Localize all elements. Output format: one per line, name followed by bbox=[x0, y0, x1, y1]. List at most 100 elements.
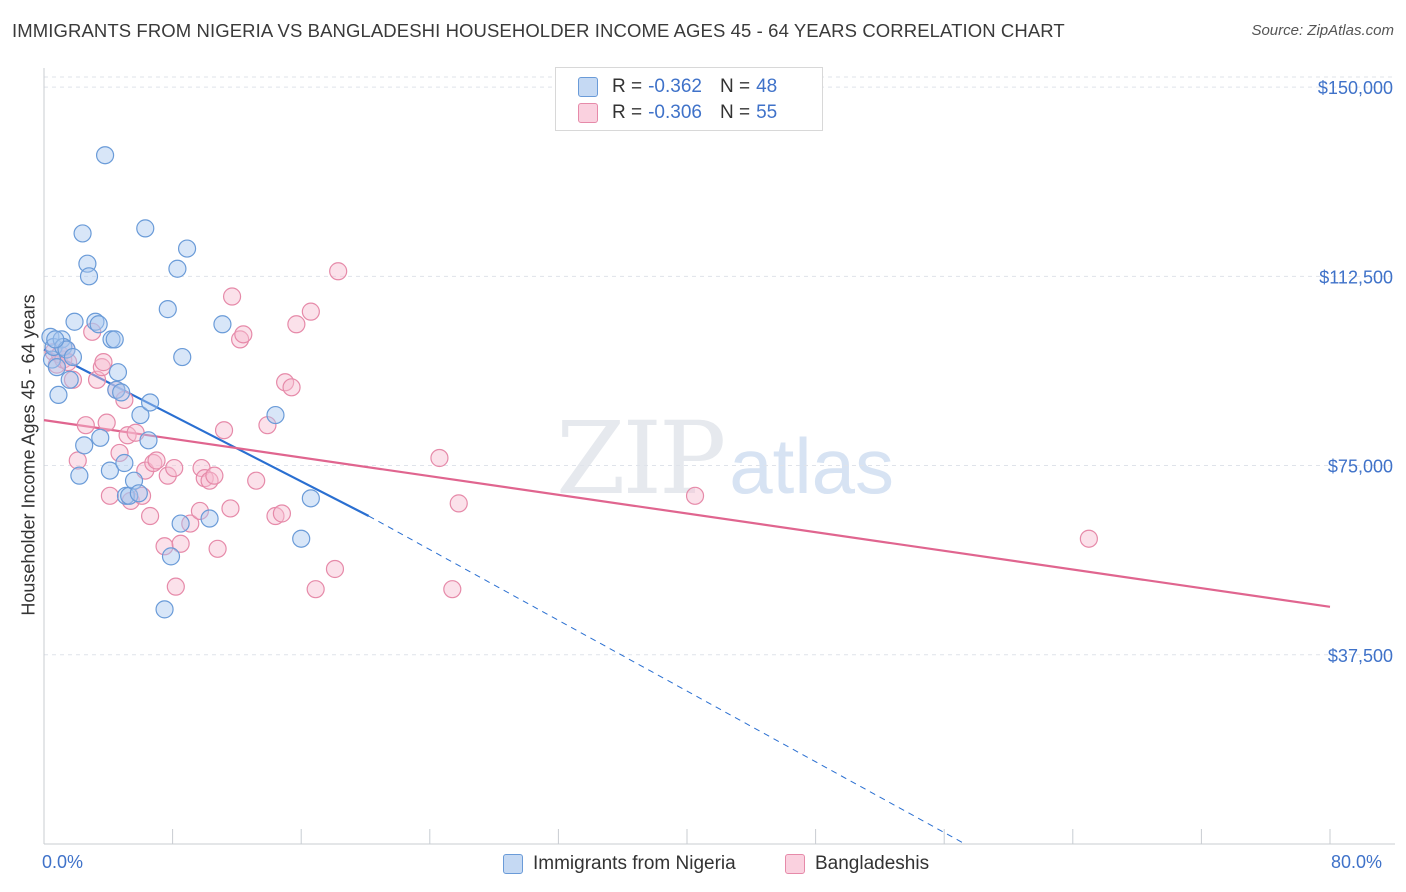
point-bangladesh bbox=[83, 322, 102, 341]
point-bangladesh bbox=[147, 451, 166, 470]
point-bangladesh bbox=[247, 471, 266, 490]
point-bangladesh bbox=[306, 580, 325, 599]
grid-lines bbox=[44, 76, 1395, 656]
point-nigeria bbox=[95, 146, 115, 165]
point-nigeria bbox=[75, 436, 94, 455]
point-nigeria bbox=[65, 312, 84, 331]
point-nigeria bbox=[173, 347, 192, 367]
point-nigeria bbox=[140, 393, 160, 412]
point-bangladesh bbox=[97, 413, 116, 432]
stats-legend: R = -0.362 N = 48 R = -0.306 N = 55 bbox=[555, 67, 823, 131]
point-bangladesh bbox=[166, 577, 185, 596]
axes bbox=[43, 68, 1395, 845]
point-nigeria bbox=[73, 224, 92, 243]
point-nigeria bbox=[292, 529, 311, 548]
stats-row-bangladesh: R = -0.306 N = 55 bbox=[578, 101, 777, 125]
y-tick-label: $37,500 bbox=[1328, 646, 1393, 666]
point-bangladesh bbox=[205, 466, 224, 485]
r-label: R = bbox=[612, 76, 643, 97]
x-tick-label-min: 0.0% bbox=[42, 852, 84, 872]
point-bangladesh bbox=[144, 453, 163, 473]
point-nigeria bbox=[105, 330, 124, 349]
point-bangladesh bbox=[68, 451, 87, 470]
y-tick-label: $150,000 bbox=[1318, 78, 1393, 98]
point-nigeria bbox=[168, 259, 187, 278]
point-bangladesh bbox=[449, 494, 468, 513]
legend-swatch-bangladesh bbox=[785, 854, 805, 874]
point-bangladesh bbox=[287, 315, 306, 334]
point-bangladesh bbox=[165, 458, 184, 478]
point-nigeria bbox=[266, 405, 285, 425]
y-tick-labels: $37,500 $75,000 $112,500 $150,000 bbox=[1318, 78, 1393, 666]
point-nigeria bbox=[100, 461, 120, 480]
point-nigeria bbox=[41, 327, 60, 346]
point-nigeria bbox=[52, 330, 71, 349]
point-nigeria bbox=[131, 405, 150, 425]
point-bangladesh bbox=[234, 325, 253, 344]
point-bangladesh bbox=[140, 506, 160, 526]
point-nigeria bbox=[136, 219, 155, 238]
y-axis-label: Householder Income Ages 45 - 64 years bbox=[18, 294, 39, 616]
point-nigeria bbox=[107, 380, 126, 399]
swatch-nigeria bbox=[578, 77, 598, 97]
point-bangladesh bbox=[325, 559, 345, 579]
point-bangladesh bbox=[110, 443, 129, 463]
point-nigeria bbox=[112, 383, 131, 402]
y-tick-label: $75,000 bbox=[1328, 457, 1393, 477]
point-nigeria bbox=[60, 370, 79, 389]
point-nigeria bbox=[70, 466, 89, 485]
point-bangladesh bbox=[272, 504, 292, 523]
point-bangladesh bbox=[430, 448, 449, 468]
point-nigeria bbox=[46, 330, 65, 349]
point-bangladesh bbox=[214, 421, 234, 440]
n-label: N = bbox=[719, 102, 751, 123]
point-bangladesh bbox=[94, 353, 113, 372]
point-nigeria bbox=[89, 315, 108, 334]
point-bangladesh bbox=[221, 499, 240, 518]
point-nigeria bbox=[200, 509, 219, 528]
point-nigeria bbox=[57, 340, 76, 359]
point-nigeria bbox=[301, 489, 320, 508]
point-bangladesh bbox=[208, 539, 227, 558]
point-bangladesh bbox=[200, 471, 219, 490]
legend-label-bangladesh: Bangladeshis bbox=[815, 853, 930, 874]
point-bangladesh bbox=[222, 287, 242, 306]
point-nigeria bbox=[47, 358, 66, 377]
point-bangladesh bbox=[190, 501, 210, 521]
point-bangladesh bbox=[181, 514, 200, 533]
n-value: 55 bbox=[756, 102, 778, 123]
point-nigeria bbox=[155, 600, 174, 619]
point-nigeria bbox=[161, 547, 181, 566]
trend-line-nigeria bbox=[43, 348, 370, 517]
point-bangladesh bbox=[685, 486, 705, 505]
legend-item-nigeria: Immigrants from Nigeria bbox=[503, 852, 736, 876]
source-credit: Source: ZipAtlas.com bbox=[1251, 22, 1394, 39]
n-label: N = bbox=[719, 76, 751, 97]
legend-swatch-nigeria bbox=[503, 854, 523, 874]
point-nigeria bbox=[63, 347, 83, 367]
trend-extension-nigeria bbox=[368, 515, 966, 845]
r-value: -0.362 bbox=[648, 76, 702, 97]
n-value: 48 bbox=[756, 76, 778, 97]
point-bangladesh bbox=[132, 486, 152, 505]
x-tick-label-max: 80.0% bbox=[1331, 852, 1383, 872]
point-nigeria bbox=[91, 428, 110, 447]
trend-lines bbox=[43, 348, 1331, 845]
point-nigeria bbox=[79, 267, 99, 286]
r-value: -0.306 bbox=[648, 102, 702, 123]
point-bangladesh bbox=[171, 534, 190, 553]
point-bangladesh bbox=[231, 330, 250, 349]
legend-label-nigeria: Immigrants from Nigeria bbox=[533, 853, 736, 874]
point-nigeria bbox=[158, 300, 177, 319]
point-nigeria bbox=[129, 484, 148, 503]
point-nigeria bbox=[108, 363, 128, 382]
point-bangladesh bbox=[329, 262, 348, 281]
y-tick-label: $112,500 bbox=[1319, 267, 1393, 287]
legend-item-bangladesh: Bangladeshis bbox=[785, 852, 929, 876]
point-bangladesh bbox=[100, 486, 120, 505]
point-nigeria bbox=[213, 315, 232, 334]
point-bangladesh bbox=[158, 466, 177, 485]
point-nigeria bbox=[86, 312, 105, 331]
point-bangladesh bbox=[76, 416, 95, 435]
